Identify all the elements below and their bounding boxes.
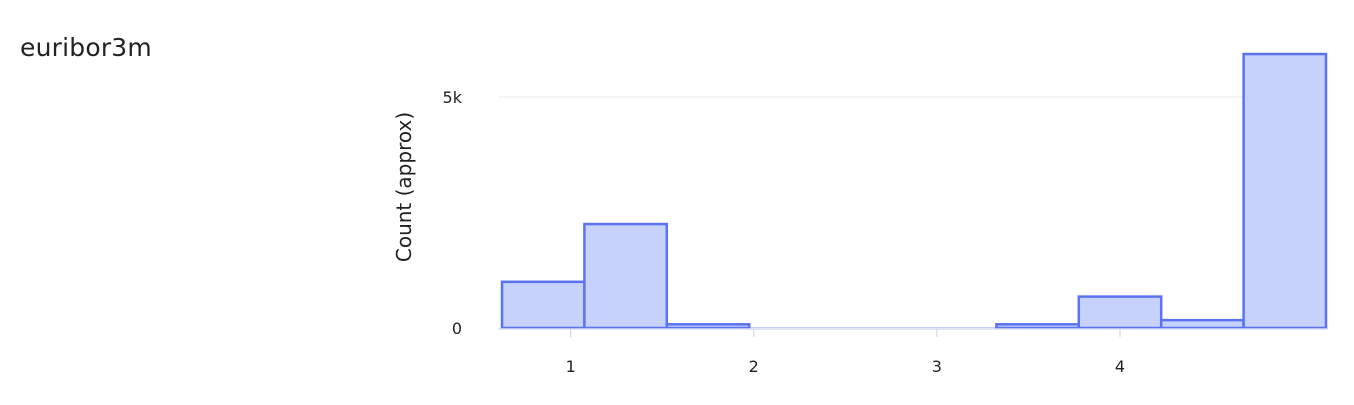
histogram-bar <box>1077 295 1163 330</box>
y-tick-label: 0 <box>452 319 462 338</box>
histogram-bars <box>500 52 1328 330</box>
y-tick-label: 5k <box>443 88 463 107</box>
x-tick-label: 2 <box>749 357 759 376</box>
histogram-bar <box>1242 52 1328 330</box>
histogram-bar <box>749 327 832 328</box>
x-tick-label: 1 <box>566 357 576 376</box>
x-tick-label: 4 <box>1115 357 1125 376</box>
x-axis-ticks: 1 2 3 4 <box>566 329 1125 376</box>
y-axis-ticks: 0 5k <box>443 88 463 338</box>
histogram-bar <box>1159 318 1245 330</box>
y-axis-label: Count (approx) <box>392 112 416 262</box>
histogram-bar <box>500 280 586 330</box>
histogram-bar <box>914 327 997 328</box>
histogram-bar <box>995 323 1081 330</box>
histogram-bar <box>665 323 751 330</box>
chart-variable-title: euribor3m <box>20 33 152 62</box>
histogram-bar <box>831 327 914 328</box>
x-tick-label: 3 <box>932 357 942 376</box>
histogram-bar <box>583 222 669 330</box>
